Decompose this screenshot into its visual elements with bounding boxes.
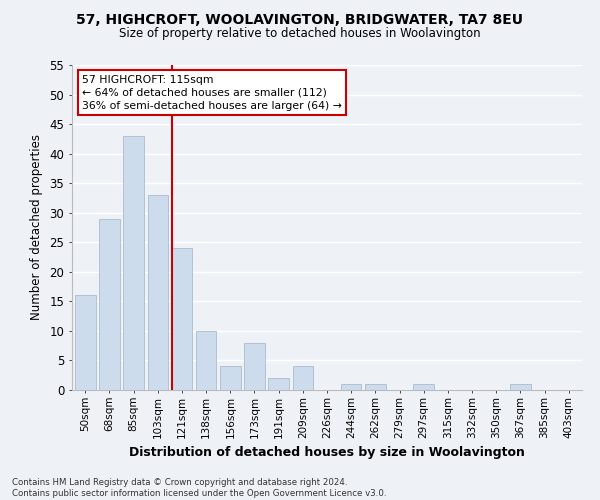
Bar xyxy=(75,296,95,390)
Bar xyxy=(124,136,144,390)
Text: Size of property relative to detached houses in Woolavington: Size of property relative to detached ho… xyxy=(119,28,481,40)
Text: Contains HM Land Registry data © Crown copyright and database right 2024.
Contai: Contains HM Land Registry data © Crown c… xyxy=(12,478,386,498)
Bar xyxy=(148,195,168,390)
Y-axis label: Number of detached properties: Number of detached properties xyxy=(29,134,43,320)
Text: 57, HIGHCROFT, WOOLAVINGTON, BRIDGWATER, TA7 8EU: 57, HIGHCROFT, WOOLAVINGTON, BRIDGWATER,… xyxy=(77,12,523,26)
X-axis label: Distribution of detached houses by size in Woolavington: Distribution of detached houses by size … xyxy=(129,446,525,459)
Bar xyxy=(172,248,192,390)
Bar xyxy=(220,366,241,390)
Bar xyxy=(365,384,386,390)
Bar xyxy=(510,384,530,390)
Bar xyxy=(341,384,361,390)
Bar xyxy=(413,384,434,390)
Bar xyxy=(244,342,265,390)
Bar xyxy=(268,378,289,390)
Bar xyxy=(293,366,313,390)
Bar xyxy=(99,218,120,390)
Bar xyxy=(196,331,217,390)
Text: 57 HIGHCROFT: 115sqm
← 64% of detached houses are smaller (112)
36% of semi-deta: 57 HIGHCROFT: 115sqm ← 64% of detached h… xyxy=(82,74,342,111)
